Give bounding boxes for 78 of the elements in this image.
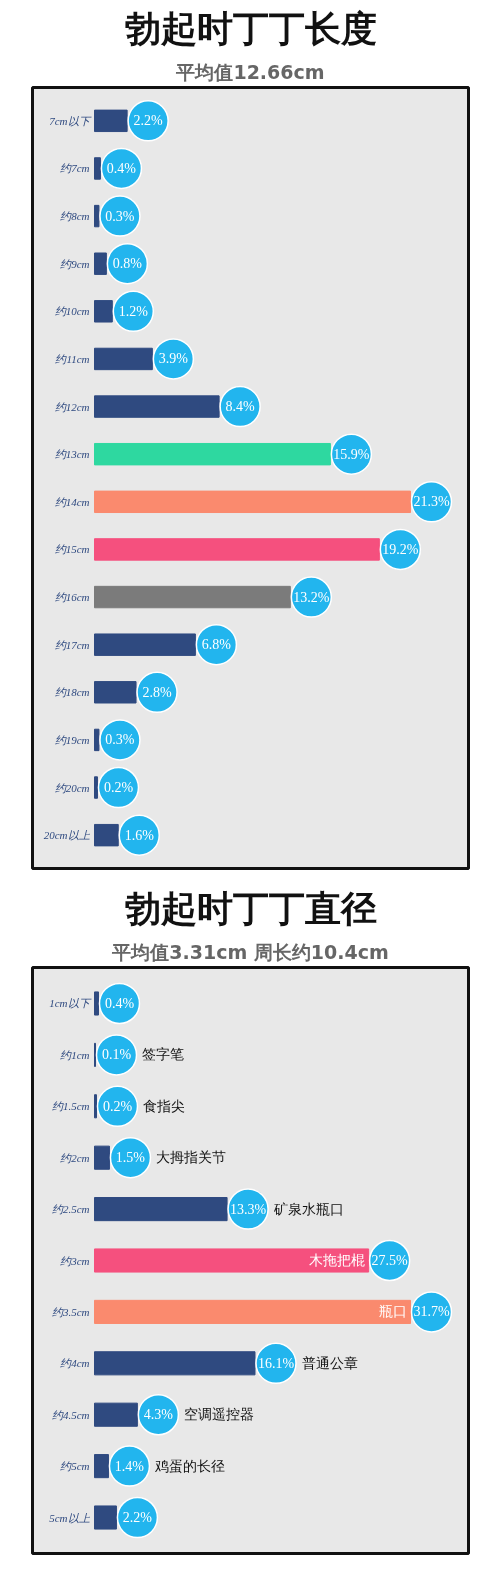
data-label: 16.1%: [257, 1355, 295, 1371]
data-label: 1.5%: [115, 1150, 146, 1166]
bar: [94, 1505, 117, 1530]
data-label: 15.9%: [333, 446, 370, 462]
data-label: 13.2%: [293, 589, 330, 605]
data-label: 0.2%: [103, 780, 134, 796]
y-tick-label: 约12cm: [54, 400, 90, 413]
y-tick-label: 7cm以下: [49, 114, 92, 127]
chart-subtitle: 平均值12.66cm: [175, 60, 325, 83]
y-tick-label: 约2cm: [60, 1151, 90, 1164]
bar: [94, 776, 98, 799]
data-label: 2.2%: [133, 113, 164, 129]
y-tick-label: 约4.5cm: [51, 1408, 90, 1421]
annotation: 瓶口: [378, 1304, 407, 1320]
bar: [94, 823, 119, 847]
data-label: 2.8%: [142, 684, 172, 700]
y-tick-label: 约15cm: [54, 543, 90, 556]
bar: [94, 252, 107, 275]
data-label: 0.1%: [101, 1047, 132, 1063]
y-tick-label: 5cm以上: [49, 1511, 90, 1524]
y-tick-label: 约20cm: [54, 781, 90, 794]
y-tick-label: 约16cm: [54, 591, 90, 604]
y-tick-label: 约19cm: [54, 733, 90, 746]
y-tick-label: 约9cm: [60, 257, 90, 270]
y-tick-label: 约3cm: [60, 1254, 90, 1267]
y-tick-label: 约8cm: [60, 210, 90, 223]
y-tick-label: 约7cm: [60, 162, 90, 175]
data-label: 4.3%: [143, 1407, 174, 1423]
data-label: 0.8%: [112, 256, 143, 272]
chart-title: 勃起时丁丁长度: [124, 7, 377, 49]
data-label: 1.6%: [124, 827, 155, 843]
bar: [94, 991, 99, 1016]
y-tick-label: 约1cm: [60, 1048, 90, 1061]
y-tick-label: 约17cm: [54, 638, 90, 651]
data-label: 6.8%: [201, 637, 232, 653]
bar: [94, 204, 100, 228]
y-tick-label: 约3.5cm: [51, 1305, 90, 1318]
y-tick-label: 约14cm: [54, 495, 90, 508]
annotation: 食指尖: [143, 1098, 186, 1114]
data-label: 2.2%: [122, 1510, 153, 1526]
data-label: 31.7%: [413, 1304, 450, 1320]
y-tick-label: 约4cm: [60, 1357, 90, 1370]
y-tick-label: 约10cm: [54, 305, 90, 318]
chart-title: 勃起时丁丁直径: [124, 887, 377, 929]
bar: [94, 728, 100, 752]
data-label: 3.9%: [158, 351, 189, 367]
data-label: 0.4%: [104, 995, 135, 1011]
annotation: 矿泉水瓶口: [273, 1201, 345, 1217]
y-tick-label: 约2.5cm: [51, 1203, 90, 1216]
bar: [94, 300, 113, 323]
annotation: 鸡蛋的长径: [154, 1458, 226, 1474]
bar: [94, 157, 101, 180]
annotation: 签字笔: [142, 1047, 185, 1063]
data-label: 0.4%: [106, 160, 137, 176]
annotation: 木拖把棍: [308, 1253, 365, 1268]
data-label: 21.3%: [413, 494, 450, 510]
data-label: 1.4%: [114, 1458, 145, 1474]
data-label: 1.2%: [118, 303, 149, 319]
bar: [94, 1145, 110, 1170]
data-label: 8.4%: [225, 399, 256, 415]
data-label: 0.3%: [105, 208, 135, 224]
data-label: 19.2%: [382, 541, 419, 557]
y-tick-label: 约13cm: [54, 448, 90, 461]
data-label: 0.2%: [102, 1098, 133, 1114]
annotation: 普通公章: [301, 1354, 358, 1371]
y-tick-label: 约11cm: [55, 352, 90, 365]
y-tick-label: 约1.5cm: [51, 1100, 90, 1113]
chart-subtitle: 平均值3.31cm 周长约10.4cm: [111, 940, 389, 963]
data-label: 13.3%: [230, 1201, 267, 1217]
bar: [94, 1454, 109, 1479]
annotation: 空调遥控器: [184, 1407, 255, 1423]
y-tick-label: 1cm以下: [49, 997, 92, 1010]
y-tick-label: 约5cm: [60, 1460, 90, 1473]
y-tick-label: 20cm以上: [43, 829, 90, 842]
y-tick-label: 约18cm: [54, 686, 90, 699]
annotation: 大拇指关节: [156, 1150, 227, 1166]
data-label: 0.3%: [105, 732, 135, 748]
data-label: 27.5%: [371, 1253, 409, 1268]
